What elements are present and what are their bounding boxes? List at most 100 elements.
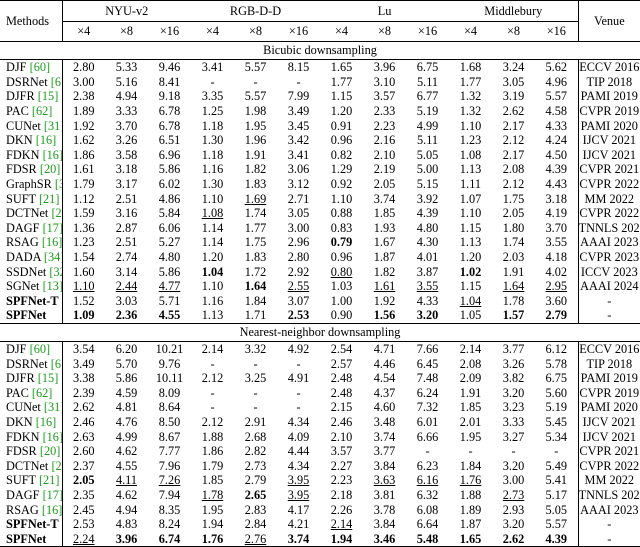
value-cell: 3.87 <box>416 264 439 279</box>
data-row: DKN [16] 2.46 4.76 8.50 2.12 2.91 4.34 2.46 3.48… <box>0 414 640 430</box>
scale-header: ×16 <box>288 24 309 38</box>
value-cell: 3.95 <box>287 487 310 502</box>
value-cell: 7.77 <box>158 444 181 459</box>
value-cell: 5.19 <box>416 104 439 119</box>
citation: [22] <box>51 458 62 473</box>
value-cell: 2.95 <box>545 279 568 294</box>
citation: [60] <box>29 341 51 356</box>
method-name: DJF <box>6 341 27 356</box>
method-name: SPFNet <box>6 308 47 323</box>
venue-cell: TIP 2018 <box>577 356 640 371</box>
value-cell: 3.63 <box>373 473 396 488</box>
value-cell: 1.89 <box>72 104 95 119</box>
value-cell: 6.06 <box>158 220 181 235</box>
value-cell: 2.37 <box>72 458 95 473</box>
scale-header: ×8 <box>248 24 263 38</box>
value-cell: 4.99 <box>115 429 138 444</box>
data-row: SPFNet 2.24 3.96 6.74 1.76 2.76 3.74 1.94 3.46 5.… <box>0 531 640 547</box>
value-cell: 4.80 <box>416 220 439 235</box>
method-name: SUFT <box>6 191 36 206</box>
value-cell: 2.17 <box>502 147 525 162</box>
citation: [16] <box>41 502 62 517</box>
value-cell: 2.62 <box>492 531 536 547</box>
value-cell: 3.00 <box>502 473 525 488</box>
value-cell: 2.10 <box>330 429 353 444</box>
value-cell: - <box>210 356 215 371</box>
value-cell: 1.15 <box>330 89 353 104</box>
citation: [35] <box>54 177 61 192</box>
value-cell: 0.90 <box>330 308 353 323</box>
scale-header: ×16 <box>417 24 438 38</box>
value-cell: 4.83 <box>115 517 138 532</box>
method-name: DAGF <box>6 220 40 235</box>
value-cell: 2.08 <box>502 162 525 177</box>
citation: [20] <box>39 444 61 459</box>
value-cell: 4.62 <box>115 444 138 459</box>
value-cell: 1.71 <box>244 308 267 323</box>
venue-cell: IJCV 2021 <box>577 132 640 148</box>
value-cell: 1.02 <box>459 264 482 279</box>
value-cell: 1.84 <box>459 458 482 473</box>
method-cell: CUNet [31] <box>0 400 63 415</box>
method-cell: DAGF [17] <box>0 220 63 236</box>
method-cell: DJFR [15] <box>0 370 63 386</box>
value-cell: - <box>253 356 258 371</box>
value-cell: 1.83 <box>244 250 267 265</box>
value-cell: 1.76 <box>191 531 234 547</box>
value-cell: 2.96 <box>287 235 310 250</box>
value-cell: 2.05 <box>373 177 396 192</box>
value-cell: 3.84 <box>373 517 396 532</box>
value-cell: 6.32 <box>416 487 439 502</box>
value-cell: 4.37 <box>373 385 396 400</box>
value-cell: 3.19 <box>502 89 525 104</box>
value-cell: 2.55 <box>287 279 310 294</box>
value-cell: 1.12 <box>72 191 95 206</box>
value-cell: - <box>210 385 215 400</box>
value-cell: 1.04 <box>459 293 482 308</box>
method-cell: SPFNet <box>0 531 63 547</box>
citation: [17] <box>42 487 62 502</box>
value-cell: 1.08 <box>459 147 482 162</box>
value-cell: - <box>253 74 258 89</box>
method-cell: FDSR [20] <box>0 443 63 459</box>
method-cell: CUNet [31] <box>0 118 63 133</box>
venue-cell: AAAI 2023 <box>577 502 640 517</box>
venue-cell: - <box>577 516 640 532</box>
value-cell: 1.83 <box>244 177 267 192</box>
value-cell: 1.54 <box>72 250 95 265</box>
method-cell: PAC [62] <box>0 103 63 119</box>
method-name: SPFNet-T <box>6 517 59 532</box>
value-cell: 1.60 <box>72 264 95 279</box>
value-cell: 0.91 <box>330 118 353 133</box>
value-cell: 6.96 <box>158 147 181 162</box>
value-cell: 2.92 <box>287 264 310 279</box>
method-name: FDKN <box>6 147 40 162</box>
methods-header: Methods <box>0 0 63 42</box>
value-cell: 2.48 <box>330 385 353 400</box>
method-name: SUFT <box>6 473 36 488</box>
value-cell: 6.77 <box>416 89 439 104</box>
value-cell: 8.24 <box>158 517 181 532</box>
value-cell: 2.15 <box>330 400 353 415</box>
citation: [62] <box>31 385 53 400</box>
data-row: PAC [62] 1.89 3.33 6.78 1.25 1.98 3.49 1.20 2.33… <box>0 103 640 119</box>
value-cell: 5.70 <box>115 356 138 371</box>
method-name: DJF <box>6 60 27 75</box>
value-cell: 5.49 <box>545 458 568 473</box>
value-cell: 3.20 <box>416 308 439 323</box>
value-cell: 5.60 <box>545 385 568 400</box>
value-cell: - <box>511 444 516 459</box>
method-cell: DJF [60] <box>0 59 63 75</box>
value-cell: 3.77 <box>502 341 525 356</box>
value-cell: 3.92 <box>416 191 439 206</box>
value-cell: 6.20 <box>115 341 138 356</box>
citation: [22] <box>51 206 62 221</box>
value-cell: 3.77 <box>373 444 396 459</box>
venue-cell: ECCV 2016 <box>577 59 640 75</box>
value-cell: 10.11 <box>155 371 184 386</box>
value-cell: 0.96 <box>330 133 353 148</box>
value-cell: 2.14 <box>330 517 353 532</box>
value-cell: 8.64 <box>158 400 181 415</box>
data-row: SUFT [21] 1.12 2.51 4.86 1.10 1.69 2.71 1.10 3.7… <box>0 191 640 206</box>
